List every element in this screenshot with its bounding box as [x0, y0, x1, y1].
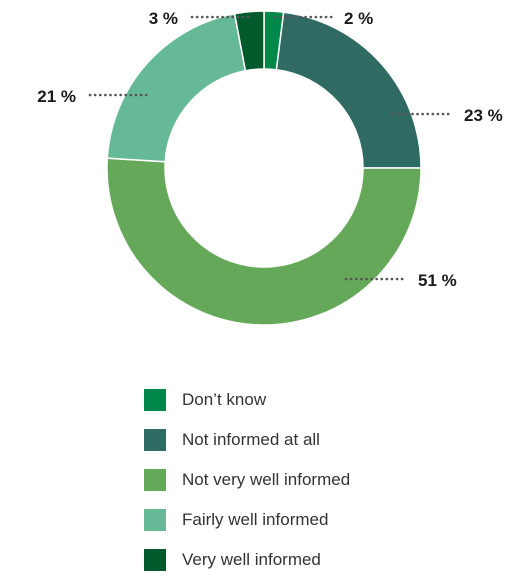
legend-item: Don’t know: [144, 380, 350, 420]
slice-fairly-well-informed: [106, 12, 247, 163]
legend-item: Not informed at all: [144, 420, 350, 460]
slice-not-very-well-informed: [106, 157, 422, 326]
legend-label: Fairly well informed: [182, 510, 329, 529]
legend-label: Very well informed: [182, 550, 321, 569]
legend-item: Very well informed: [144, 540, 350, 580]
data-label: 51 %: [418, 271, 457, 290]
legend-swatch: [144, 549, 166, 571]
legend-label: Not very well informed: [182, 470, 351, 489]
data-label: 23 %: [464, 106, 503, 125]
legend-item: Not very well informed: [144, 460, 350, 500]
legend-swatch: [144, 469, 166, 491]
data-labels: 2 % 23 % 51 % 21 % 3 %: [37, 9, 503, 290]
data-label: 21 %: [37, 87, 76, 106]
leader-lines: [88, 15, 454, 281]
donut-slices: [106, 10, 422, 326]
legend-swatch: [144, 509, 166, 531]
legend-swatch: [144, 389, 166, 411]
donut-chart: 2 % 23 % 51 % 21 % 3 %: [37, 9, 503, 326]
legend-item: Fairly well informed: [144, 500, 350, 540]
slice-very-well-informed: [233, 10, 265, 72]
legend-label: Don’t know: [182, 390, 267, 409]
legend-label: Not informed at all: [182, 430, 320, 449]
legend: Don’t know Not informed at all Not very …: [144, 380, 350, 580]
legend-swatch: [144, 429, 166, 451]
slice-not-informed-at-all: [275, 11, 422, 169]
data-label: 2 %: [344, 9, 373, 28]
data-label: 3 %: [149, 9, 178, 28]
